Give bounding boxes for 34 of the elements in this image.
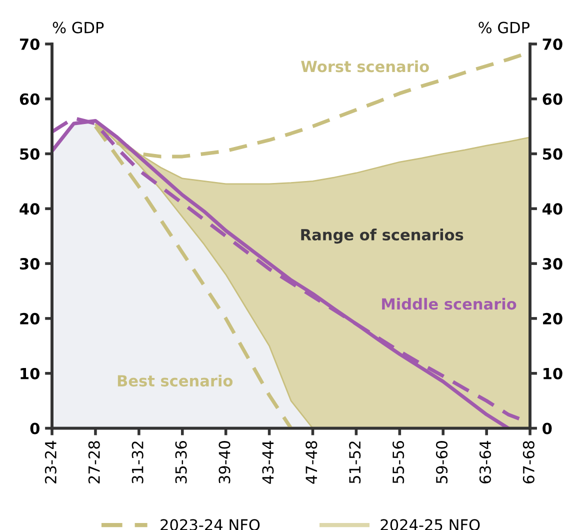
y-tick-label: 40 [20, 203, 40, 215]
y2-tick-label: 10 [544, 368, 562, 380]
y2-tick-label: 70 [542, 38, 562, 50]
y2-tick-label: 20 [543, 312, 562, 324]
annotation: Middle scenario [382, 298, 516, 310]
y2-axis-title: % GDP [478, 22, 530, 34]
y2-tick-label: 0 [542, 422, 552, 434]
x-tick-label: 47-48 [306, 441, 318, 484]
y-tick-label: 50 [20, 148, 40, 160]
x-tick-label: 31-32 [132, 442, 144, 484]
y-tick-label: 10 [20, 368, 40, 380]
x-tick-label: 27-28 [88, 441, 100, 484]
x-tick-label: 51-52 [349, 442, 361, 484]
y-tick-label: 0 [30, 422, 40, 434]
x-tick-label: 59-60 [436, 441, 448, 484]
x-tick-label: 43-44 [262, 440, 274, 484]
y-tick-label: 20 [20, 312, 40, 324]
y2-tick-label: 40 [542, 203, 562, 215]
y-tick-label: 70 [20, 38, 40, 50]
annotation: Best scenario [118, 374, 233, 387]
x-tick-label: 55-56 [392, 441, 404, 484]
annotation: Range of scenarios [301, 228, 464, 244]
annotation: Worst scenario [301, 60, 429, 72]
y2-tick-label: 50 [543, 148, 562, 160]
y2-tick-label: 60 [542, 93, 562, 105]
x-tick-label: 39-40 [218, 441, 230, 484]
x-tick-label: 23-24 [44, 440, 56, 484]
y-tick-label: 60 [20, 93, 40, 105]
y-tick-label: 30 [20, 258, 40, 270]
x-tick-label: 35-36 [175, 441, 187, 484]
x-tick-label: 67-68 [522, 441, 534, 484]
y2-tick-label: 30 [542, 258, 562, 270]
x-tick-label: 63-64 [479, 440, 492, 484]
y-axis-title: % GDP [52, 22, 104, 34]
